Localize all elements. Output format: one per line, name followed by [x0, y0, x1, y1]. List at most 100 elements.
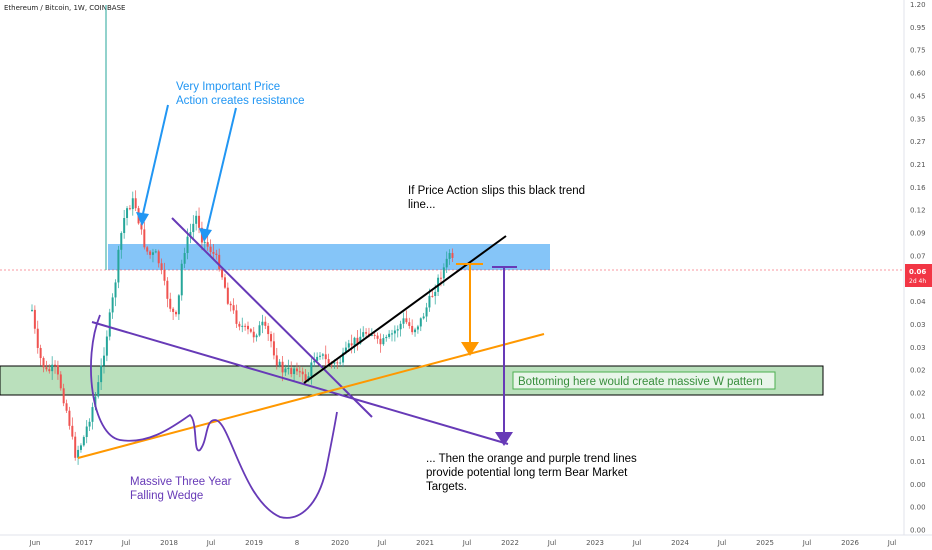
arrow-resistance-1 [141, 104, 169, 219]
candle-body [128, 208, 131, 210]
candle-body [391, 333, 393, 335]
candle-body [31, 309, 33, 311]
candle-body [177, 295, 180, 315]
x-tick-label: 2024 [671, 539, 689, 547]
candle-body [293, 368, 296, 375]
y-tick-label: 0.45 [910, 92, 926, 100]
arrow-head-1 [136, 212, 149, 226]
y-tick-label: 0.02 [910, 367, 926, 375]
candle-body [324, 354, 327, 360]
candle-body [39, 347, 42, 359]
candle-body [442, 267, 445, 279]
candle-body [54, 364, 57, 366]
candle-body [301, 371, 304, 375]
candle-body [45, 367, 48, 370]
candle-body [327, 359, 330, 364]
bear-note-line3: Targets. [426, 481, 467, 493]
candle-body [180, 263, 183, 296]
candle-body [212, 252, 215, 254]
candle-body [186, 236, 189, 254]
x-tick-label: 2025 [756, 539, 774, 547]
candle-body [51, 364, 54, 372]
price-badge-countdown: 2d 4h [909, 278, 926, 285]
candle-body [88, 421, 91, 427]
candle-body [203, 242, 206, 244]
y-tick-label: 0.00 [910, 527, 926, 535]
slip-note-line1: If Price Action slips this black trend [408, 185, 585, 197]
candle-body [247, 325, 249, 330]
candle-body [336, 362, 339, 364]
candle-body [272, 341, 275, 356]
candle-body [218, 254, 221, 270]
candle-body [365, 332, 368, 334]
x-tick-label: 2017 [75, 539, 93, 547]
x-tick-label: 2020 [331, 539, 349, 547]
candle-body [313, 360, 316, 363]
candle-body [235, 310, 238, 324]
support-label-box [512, 371, 776, 390]
bottom-note: Bottoming here would create massive W pa… [518, 376, 763, 388]
y-tick-label: 0.00 [910, 481, 926, 489]
candle-body [290, 368, 293, 375]
candle-body [120, 233, 123, 250]
candle-body [278, 361, 281, 366]
candle-body [376, 335, 379, 339]
wedge-upper-line [171, 217, 373, 418]
x-tick-label: 2021 [416, 539, 434, 547]
price-badge-value: 0.06 [909, 268, 926, 276]
candle-body [108, 312, 111, 337]
y-tick-label: 0.01 [910, 458, 926, 466]
candle-body [74, 436, 77, 458]
y-tick-label: 0.75 [910, 47, 926, 55]
candle-body [321, 354, 324, 356]
y-axis: 1.20 0.95 0.75 0.60 0.45 0.35 0.27 0.21 0.16 0.12… [910, 1, 926, 535]
candle-body [281, 361, 284, 373]
candle-body [298, 371, 301, 373]
candle-body [123, 217, 126, 234]
candle-body [151, 252, 154, 255]
candle-body [42, 358, 45, 368]
candle-body [388, 333, 391, 337]
x-tick-label: Jul [802, 539, 812, 547]
arrow-resistance-2 [205, 107, 237, 235]
resistance-zone [108, 244, 550, 270]
candle-body [36, 328, 39, 348]
candle-body [143, 229, 146, 248]
candle-body [97, 382, 100, 397]
candle-body [402, 318, 405, 324]
candle-body [419, 318, 422, 327]
candle-body [249, 329, 252, 332]
candle-body [223, 277, 226, 288]
y-tick-label: 0.01 [910, 435, 926, 443]
candle-body [206, 242, 209, 247]
x-tick-label: 2022 [501, 539, 519, 547]
candle-body [241, 325, 244, 327]
candle-body [157, 251, 160, 264]
candle-body [68, 410, 71, 426]
candle-body [408, 322, 411, 326]
candle-body [126, 208, 129, 218]
candle-body [229, 303, 232, 306]
candle-body [244, 325, 247, 327]
candle-body [319, 355, 321, 357]
y-tick-label: 0.01 [910, 412, 926, 420]
candle-body [422, 316, 425, 319]
x-tick-label: Jun [29, 539, 41, 547]
candle-body [445, 258, 448, 268]
candle-body [367, 333, 370, 336]
y-tick-label: 0.03 [910, 344, 926, 352]
candle-body [393, 330, 396, 334]
resistance-note-line2: Action creates resistance [176, 95, 304, 107]
price-badge [905, 264, 932, 287]
candle-body [316, 356, 319, 361]
candle-body [175, 311, 177, 315]
x-tick-label: Jul [632, 539, 642, 547]
y-tick-label: 0.09 [910, 230, 926, 238]
candle-body [169, 298, 172, 309]
candle-body [192, 223, 195, 233]
y-tick-label: 0.35 [910, 115, 926, 123]
candle-body [342, 352, 345, 363]
candle-body [111, 297, 114, 313]
